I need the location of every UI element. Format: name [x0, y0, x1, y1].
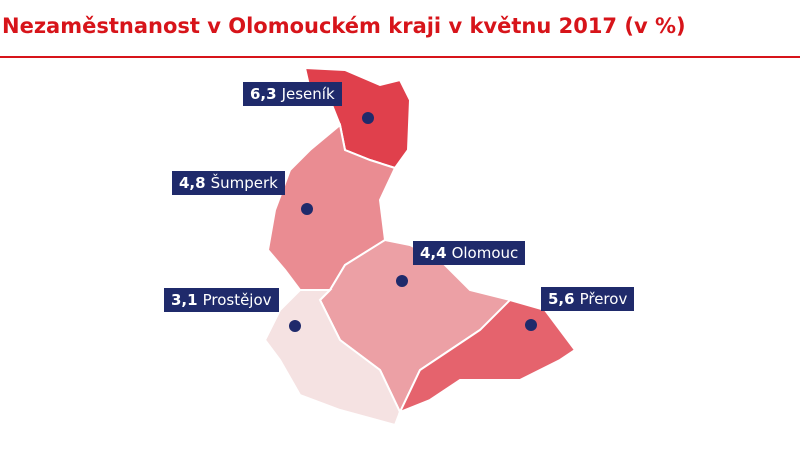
region-name: Přerov: [579, 290, 628, 308]
region-value: 5,6: [548, 290, 575, 308]
region-dot: [289, 320, 301, 332]
region-dot: [362, 112, 374, 124]
region-name: Olomouc: [451, 244, 519, 262]
region-label: 3,1 Prostějov: [164, 288, 279, 312]
region-value: 4,8: [179, 174, 206, 192]
title-rule: [0, 56, 800, 58]
region-dot: [301, 203, 313, 215]
region-value: 3,1: [171, 291, 198, 309]
region-name: Jeseník: [281, 85, 335, 103]
region-label: 5,6 Přerov: [541, 287, 635, 311]
region-dot: [525, 319, 537, 331]
region-label: 4,8 Šumperk: [172, 171, 285, 195]
region-dot: [396, 275, 408, 287]
region-label: 4,4 Olomouc: [413, 241, 526, 265]
region-value: 6,3: [250, 85, 277, 103]
region-name: Šumperk: [210, 174, 278, 192]
title: Nezaměstnanost v Olomouckém kraji v květ…: [2, 14, 686, 38]
region-label: 6,3 Jeseník: [243, 82, 342, 106]
region-value: 4,4: [420, 244, 447, 262]
region-name: Prostějov: [202, 291, 272, 309]
